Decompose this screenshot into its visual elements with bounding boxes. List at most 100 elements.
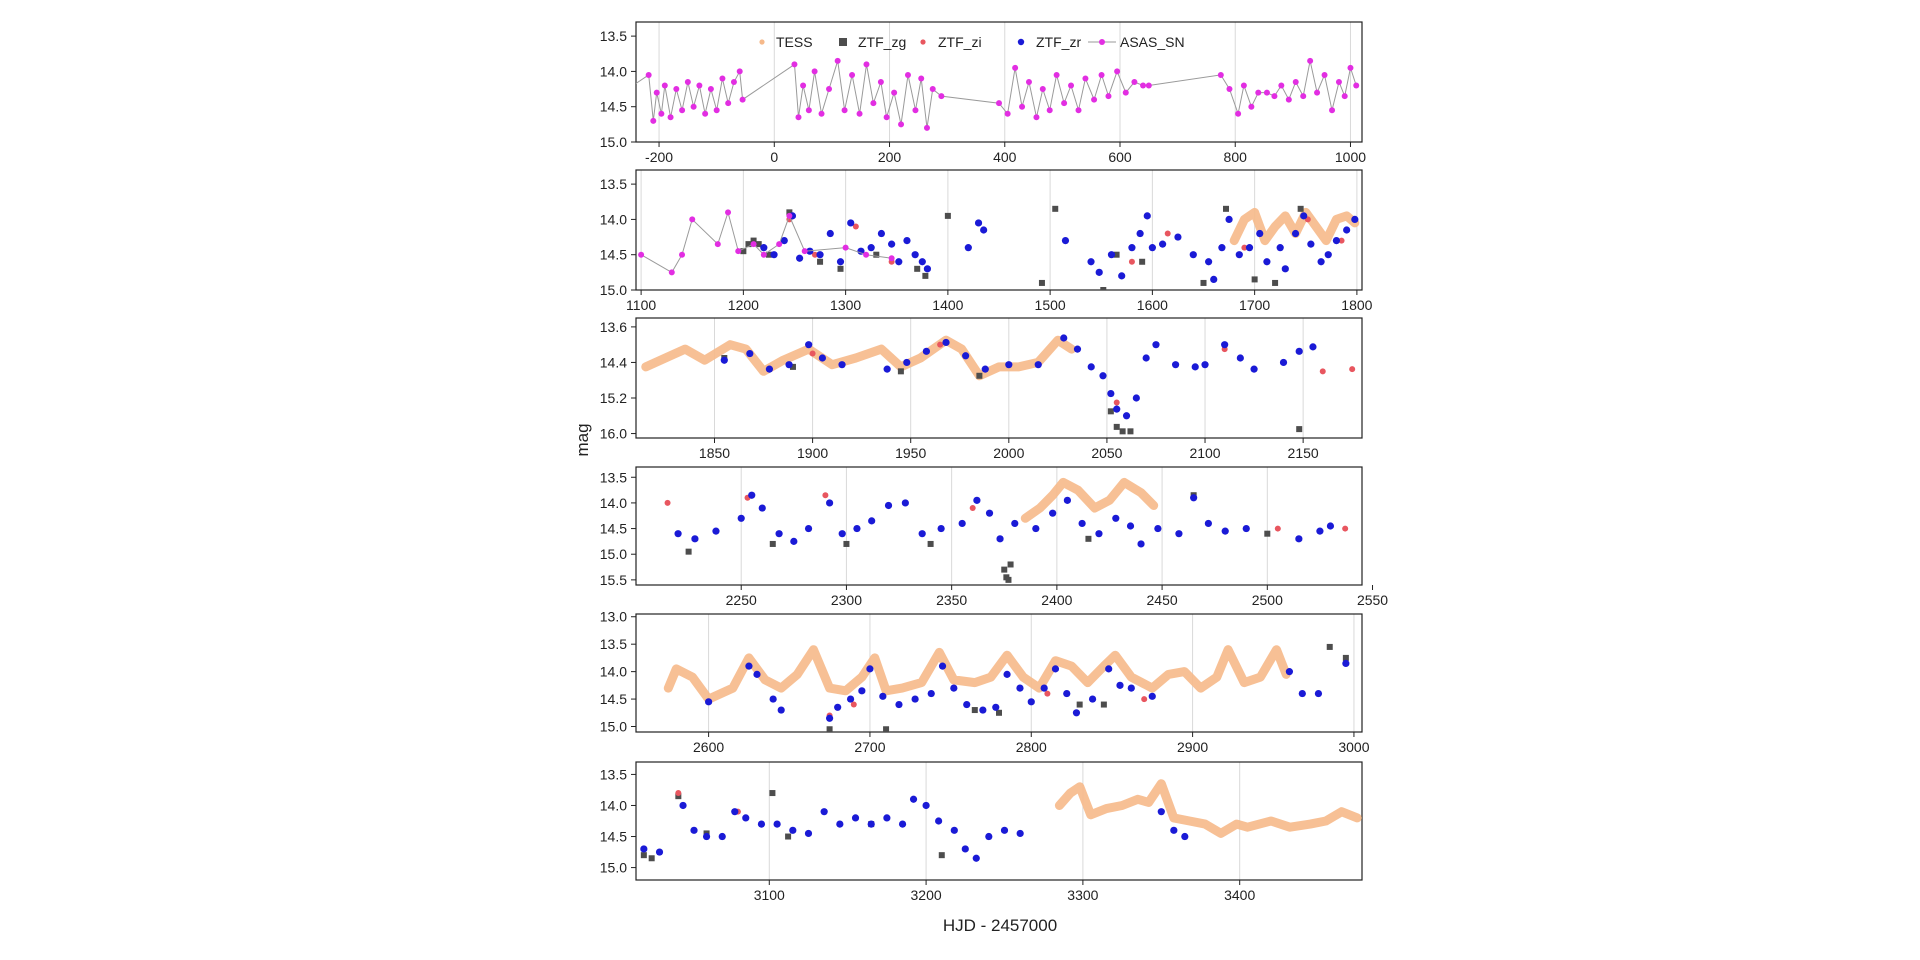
data-point (1317, 258, 1325, 266)
data-point (842, 244, 849, 251)
data-point (675, 793, 682, 800)
data-point (901, 499, 909, 507)
data-point (922, 272, 929, 279)
data-point (1000, 826, 1009, 834)
data-point (1342, 659, 1350, 667)
legend-label: ZTF_zr (1036, 34, 1081, 50)
data-point (664, 499, 671, 506)
data-point (969, 505, 976, 512)
y-tick-label: 15.5 (600, 572, 627, 588)
data-point (1291, 229, 1300, 238)
data-point (877, 229, 886, 238)
data-point (1132, 394, 1140, 402)
y-tick-label: 14.5 (600, 247, 627, 263)
data-point (685, 548, 692, 555)
data-point (1145, 82, 1152, 89)
data-point (1122, 89, 1129, 96)
data-point (937, 341, 944, 348)
y-tick-label: 15.2 (600, 390, 627, 406)
data-point (1107, 408, 1114, 415)
data-point (731, 808, 739, 816)
data-point (1100, 701, 1107, 708)
x-tick-label: 0 (770, 149, 778, 165)
data-point (1076, 701, 1083, 708)
data-point (818, 110, 825, 117)
data-point (750, 237, 757, 244)
data-point (898, 820, 907, 828)
data-point (790, 537, 798, 545)
data-point (1128, 258, 1135, 265)
data-point (1235, 251, 1243, 259)
data-point (745, 241, 752, 248)
data-point (1218, 244, 1226, 252)
data-point (922, 801, 930, 810)
data-point (1063, 689, 1071, 698)
chart-panels: -200 0 200 400 600 800 100013.514.014.515.0110… (600, 21, 1388, 903)
data-point (780, 236, 788, 245)
series-ztf-zr (640, 795, 1189, 862)
data-point (789, 363, 796, 370)
panel-1: -200 0 200 400 600 800 1000 13.5 14.0 14.5 15.0 (600, 21, 1366, 165)
data-point (1307, 57, 1314, 64)
data-point (873, 251, 880, 258)
x-tick-label: 3200 (911, 887, 942, 903)
x-tick-label: 2900 (1177, 739, 1208, 755)
data-point (805, 341, 813, 349)
x-tick-label: 600 (1108, 149, 1132, 165)
data-point (826, 229, 834, 238)
legend-item-ztf-zg: ZTF_zg (839, 34, 906, 50)
data-point (675, 790, 682, 797)
data-point (1053, 71, 1060, 78)
data-point (1342, 525, 1349, 532)
data-point (918, 75, 925, 82)
data-point (1063, 496, 1071, 504)
data-point (811, 68, 818, 75)
data-point (1309, 343, 1317, 351)
data-point (690, 826, 698, 834)
data-point (667, 114, 674, 121)
plot-frame (635, 613, 1363, 733)
data-point (849, 71, 856, 78)
data-point (1118, 272, 1126, 280)
data-point (1137, 540, 1145, 548)
data-point (1349, 366, 1356, 373)
data-point (826, 714, 834, 722)
data-point (834, 703, 842, 711)
data-point (661, 82, 668, 89)
data-point (655, 848, 664, 856)
data-point (888, 240, 896, 248)
data-point (736, 68, 743, 75)
data-point (1034, 361, 1042, 369)
legend-item-ztf-zr: ZTF_zr (1017, 34, 1081, 50)
tess-band (1054, 779, 1362, 838)
y-tick-label: 15.0 (600, 860, 627, 876)
data-point (1223, 205, 1230, 212)
data-point (1174, 233, 1182, 241)
x-tick-label: 2800 (1016, 739, 1047, 755)
panel-5: 2600 2700 2800 2900 3000 13.0 13.5 14.0 14.5 15.0 (600, 609, 1370, 755)
legend-label: ZTF_zg (858, 34, 906, 50)
data-point (702, 110, 709, 117)
data-point (674, 530, 682, 538)
data-point (843, 540, 850, 547)
data-point (785, 833, 792, 840)
data-point (1264, 530, 1271, 537)
data-point (1140, 82, 1147, 89)
y-tick-label: 14.4 (600, 354, 627, 370)
data-point (1181, 832, 1189, 841)
data-point (1300, 212, 1308, 220)
data-point (755, 241, 762, 248)
data-point (944, 212, 951, 219)
data-point (1314, 89, 1321, 96)
data-point (883, 114, 890, 121)
data-point (909, 795, 918, 803)
data-point (938, 93, 945, 100)
data-point (996, 100, 1002, 107)
data-point (1217, 71, 1224, 78)
data-point (1152, 341, 1160, 349)
data-point (648, 855, 655, 862)
data-point (911, 695, 919, 703)
data-point (1256, 229, 1264, 238)
data-point (707, 86, 714, 93)
